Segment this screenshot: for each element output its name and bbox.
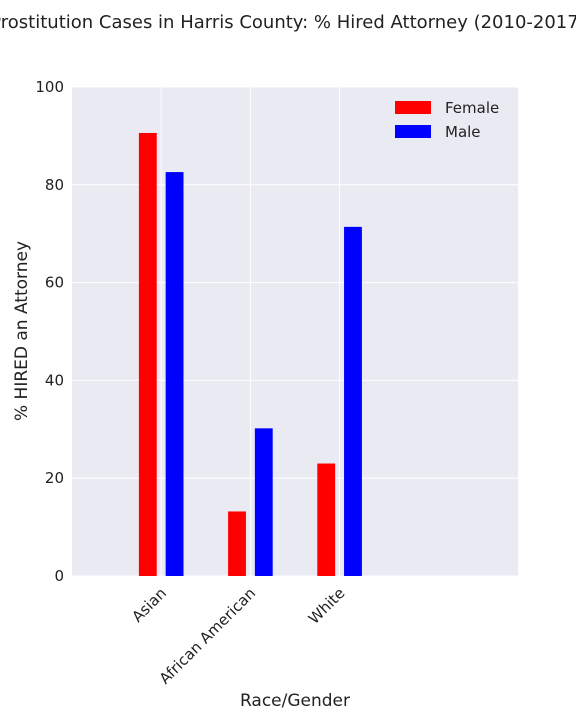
y-tick-label: 60 bbox=[45, 274, 64, 292]
chart-title: Prostitution Cases in Harris County: % H… bbox=[0, 12, 576, 33]
bar-male-white bbox=[344, 226, 362, 576]
bar-female-asian bbox=[138, 132, 157, 576]
y-axis-label: % HIRED an Attorney bbox=[12, 241, 32, 421]
y-tick-label: 20 bbox=[45, 469, 64, 487]
y-tick-label: 0 bbox=[54, 567, 64, 585]
bar-female-african-american bbox=[228, 511, 246, 576]
legend: Female Male bbox=[395, 99, 499, 141]
x-tick-label: Asian bbox=[128, 584, 170, 626]
bar-female-white bbox=[317, 463, 336, 576]
x-tick-label: African American bbox=[156, 584, 260, 688]
legend-label-male: Male bbox=[445, 123, 481, 141]
y-tick-label: 80 bbox=[45, 176, 64, 194]
bar-male-asian bbox=[165, 172, 184, 576]
legend-label-female: Female bbox=[445, 99, 499, 117]
x-axis-label: Race/Gender bbox=[240, 691, 350, 711]
legend-swatch-female bbox=[395, 101, 431, 114]
y-tick-label: 100 bbox=[35, 78, 64, 96]
bars bbox=[138, 132, 362, 576]
x-tick-label: White bbox=[305, 584, 349, 628]
bar-male-african-american bbox=[254, 428, 273, 576]
legend-swatch-male bbox=[395, 125, 431, 138]
y-tick-labels: 0 20 40 60 80 100 bbox=[35, 78, 64, 585]
y-tick-label: 40 bbox=[45, 371, 64, 389]
